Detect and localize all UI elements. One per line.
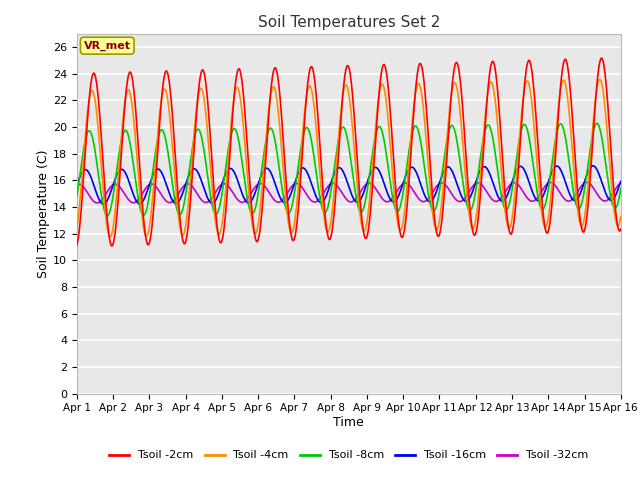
Title: Soil Temperatures Set 2: Soil Temperatures Set 2 <box>258 15 440 30</box>
Legend: Tsoil -2cm, Tsoil -4cm, Tsoil -8cm, Tsoil -16cm, Tsoil -32cm: Tsoil -2cm, Tsoil -4cm, Tsoil -8cm, Tsoi… <box>105 446 593 465</box>
Y-axis label: Soil Temperature (C): Soil Temperature (C) <box>37 149 50 278</box>
Text: VR_met: VR_met <box>84 40 131 51</box>
X-axis label: Time: Time <box>333 416 364 429</box>
